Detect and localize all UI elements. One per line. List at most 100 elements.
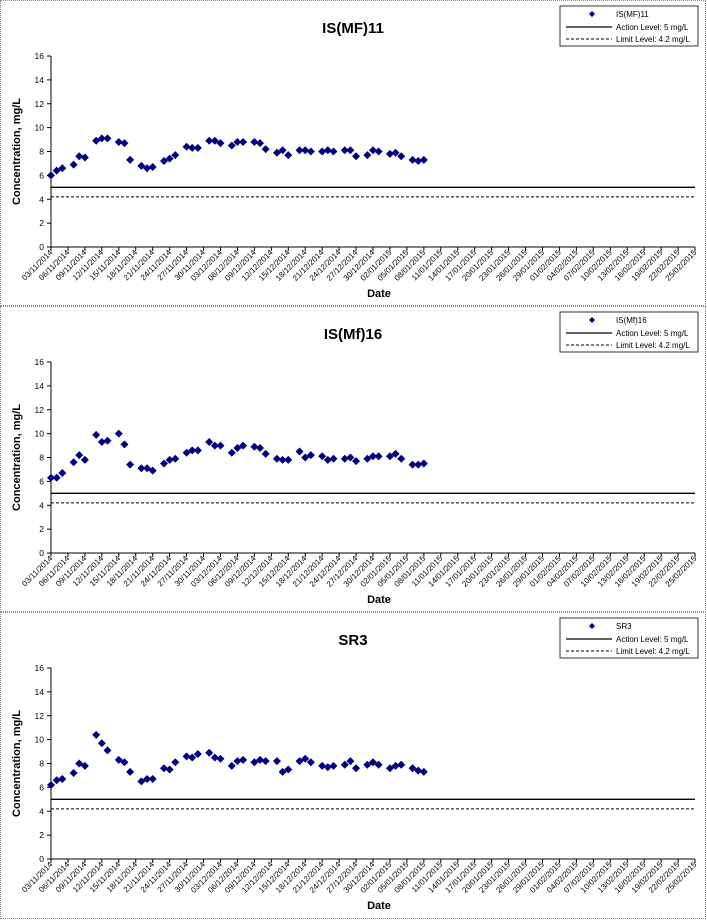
y-axis-title: Concentration, mg/L — [11, 710, 23, 817]
data-point-diamond — [216, 754, 225, 763]
data-point-diamond — [329, 147, 338, 156]
data-point-diamond — [159, 459, 168, 468]
data-point-diamond — [114, 137, 123, 146]
data-point-diamond — [318, 761, 327, 770]
data-point-diamond — [75, 759, 84, 768]
data-point-diamond — [137, 161, 146, 170]
data-point-diamond — [385, 149, 394, 158]
data-point-diamond — [210, 441, 219, 450]
data-point-diamond — [210, 136, 219, 145]
chart-panel: SR3 0 2 4 6 8 10 12 14 16 03/11/2014 06/11/2014 09/1… — [0, 612, 706, 919]
data-point-diamond — [47, 473, 55, 482]
data-point-diamond — [391, 761, 400, 770]
data-point-diamond — [52, 166, 61, 175]
y-tick-label: 0 — [39, 548, 44, 558]
data-point-diamond — [227, 761, 236, 770]
y-tick-label: 4 — [39, 500, 44, 510]
data-point-diamond — [148, 775, 157, 784]
y-tick-label: 8 — [39, 147, 44, 157]
data-point-diamond — [414, 766, 423, 775]
data-point-diamond — [369, 146, 377, 155]
data-point-diamond — [352, 764, 361, 773]
data-point-diamond — [92, 430, 101, 439]
chart-title: IS(MF)11 — [322, 20, 384, 37]
data-point-diamond — [272, 148, 281, 157]
data-point-diamond — [97, 134, 106, 143]
data-point-diamond — [374, 147, 383, 156]
data-point-diamond — [120, 440, 129, 449]
data-point-diamond — [216, 139, 225, 148]
data-point-diamond — [318, 147, 327, 156]
y-tick-label: 10 — [35, 429, 45, 439]
data-point-diamond — [408, 460, 417, 469]
data-point-diamond — [414, 157, 423, 166]
data-point-diamond — [329, 761, 338, 770]
data-point-diamond — [58, 164, 67, 173]
data-point-diamond — [408, 764, 417, 773]
data-point-diamond — [256, 755, 265, 764]
data-point-diamond — [408, 155, 417, 164]
y-tick-label: 12 — [35, 405, 45, 415]
data-point-diamond — [188, 143, 197, 152]
data-point-diamond — [205, 437, 214, 446]
data-point-diamond — [261, 145, 270, 154]
data-point-diamond — [80, 153, 89, 162]
data-point-diamond — [284, 455, 293, 464]
data-point-diamond — [250, 137, 259, 146]
data-point-diamond — [69, 769, 78, 778]
y-tick-label: 6 — [39, 782, 44, 792]
data-point-diamond — [295, 447, 304, 456]
y-tick-label: 14 — [35, 381, 45, 391]
y-tick-label: 16 — [35, 51, 45, 61]
y-tick-label: 16 — [35, 663, 45, 673]
data-point-diamond — [329, 454, 338, 463]
data-point-diamond — [352, 152, 361, 161]
chart-title: SR3 — [338, 632, 367, 649]
data-point-diamond — [210, 753, 219, 762]
data-point-diamond — [69, 160, 78, 169]
data-point-diamond — [114, 755, 123, 764]
data-point-diamond — [272, 757, 281, 766]
data-point-diamond — [397, 454, 406, 463]
data-point-diamond — [193, 446, 202, 455]
data-point-diamond — [385, 764, 394, 773]
data-point-diamond — [182, 142, 191, 151]
y-tick-label: 2 — [39, 524, 44, 534]
y-tick-label: 0 — [39, 854, 44, 864]
data-point-diamond — [419, 459, 428, 468]
y-tick-label: 2 — [39, 830, 44, 840]
chart-panel: IS(MF)11 0 2 4 6 8 10 12 14 16 03/11/2014 06/11/201… — [0, 0, 706, 306]
data-point-diamond — [306, 147, 315, 156]
legend-label: Limit Level: 4.2 mg/L — [616, 341, 690, 350]
chart-panel: IS(Mf)16 0 2 4 6 8 10 12 14 16 03/11/2014 06/11/201… — [0, 306, 706, 612]
y-axis-title: Concentration, mg/L — [11, 404, 23, 511]
chart-title: IS(Mf)16 — [324, 326, 382, 343]
data-point-diamond — [250, 442, 259, 451]
data-point-diamond — [143, 164, 152, 173]
data-point-diamond — [346, 146, 355, 155]
x-axis-title: Date — [367, 288, 391, 300]
data-point-diamond — [306, 758, 315, 767]
data-point-diamond — [256, 443, 265, 452]
y-tick-label: 14 — [35, 75, 45, 85]
data-point-diamond — [75, 152, 84, 161]
data-point-diamond — [97, 739, 106, 748]
data-point-diamond — [346, 757, 355, 766]
data-point-diamond — [261, 449, 270, 458]
y-tick-label: 10 — [35, 735, 45, 745]
data-point-diamond — [397, 760, 406, 769]
data-point-diamond — [188, 446, 197, 455]
data-point-diamond — [391, 449, 400, 458]
data-point-diamond — [363, 454, 372, 463]
data-point-diamond — [369, 452, 377, 461]
data-point-diamond — [369, 758, 377, 767]
data-point-diamond — [250, 758, 259, 767]
legend-label: Action Level: 5 mg/L — [616, 635, 689, 644]
data-point-diamond — [340, 454, 349, 463]
data-point-diamond — [233, 137, 242, 146]
legend-label: SR3 — [616, 622, 632, 631]
chart-svg: IS(MF)11024681012141603/11/201406/11/201… — [11, 5, 699, 300]
data-point-diamond — [165, 765, 174, 774]
y-tick-label: 8 — [39, 759, 44, 769]
